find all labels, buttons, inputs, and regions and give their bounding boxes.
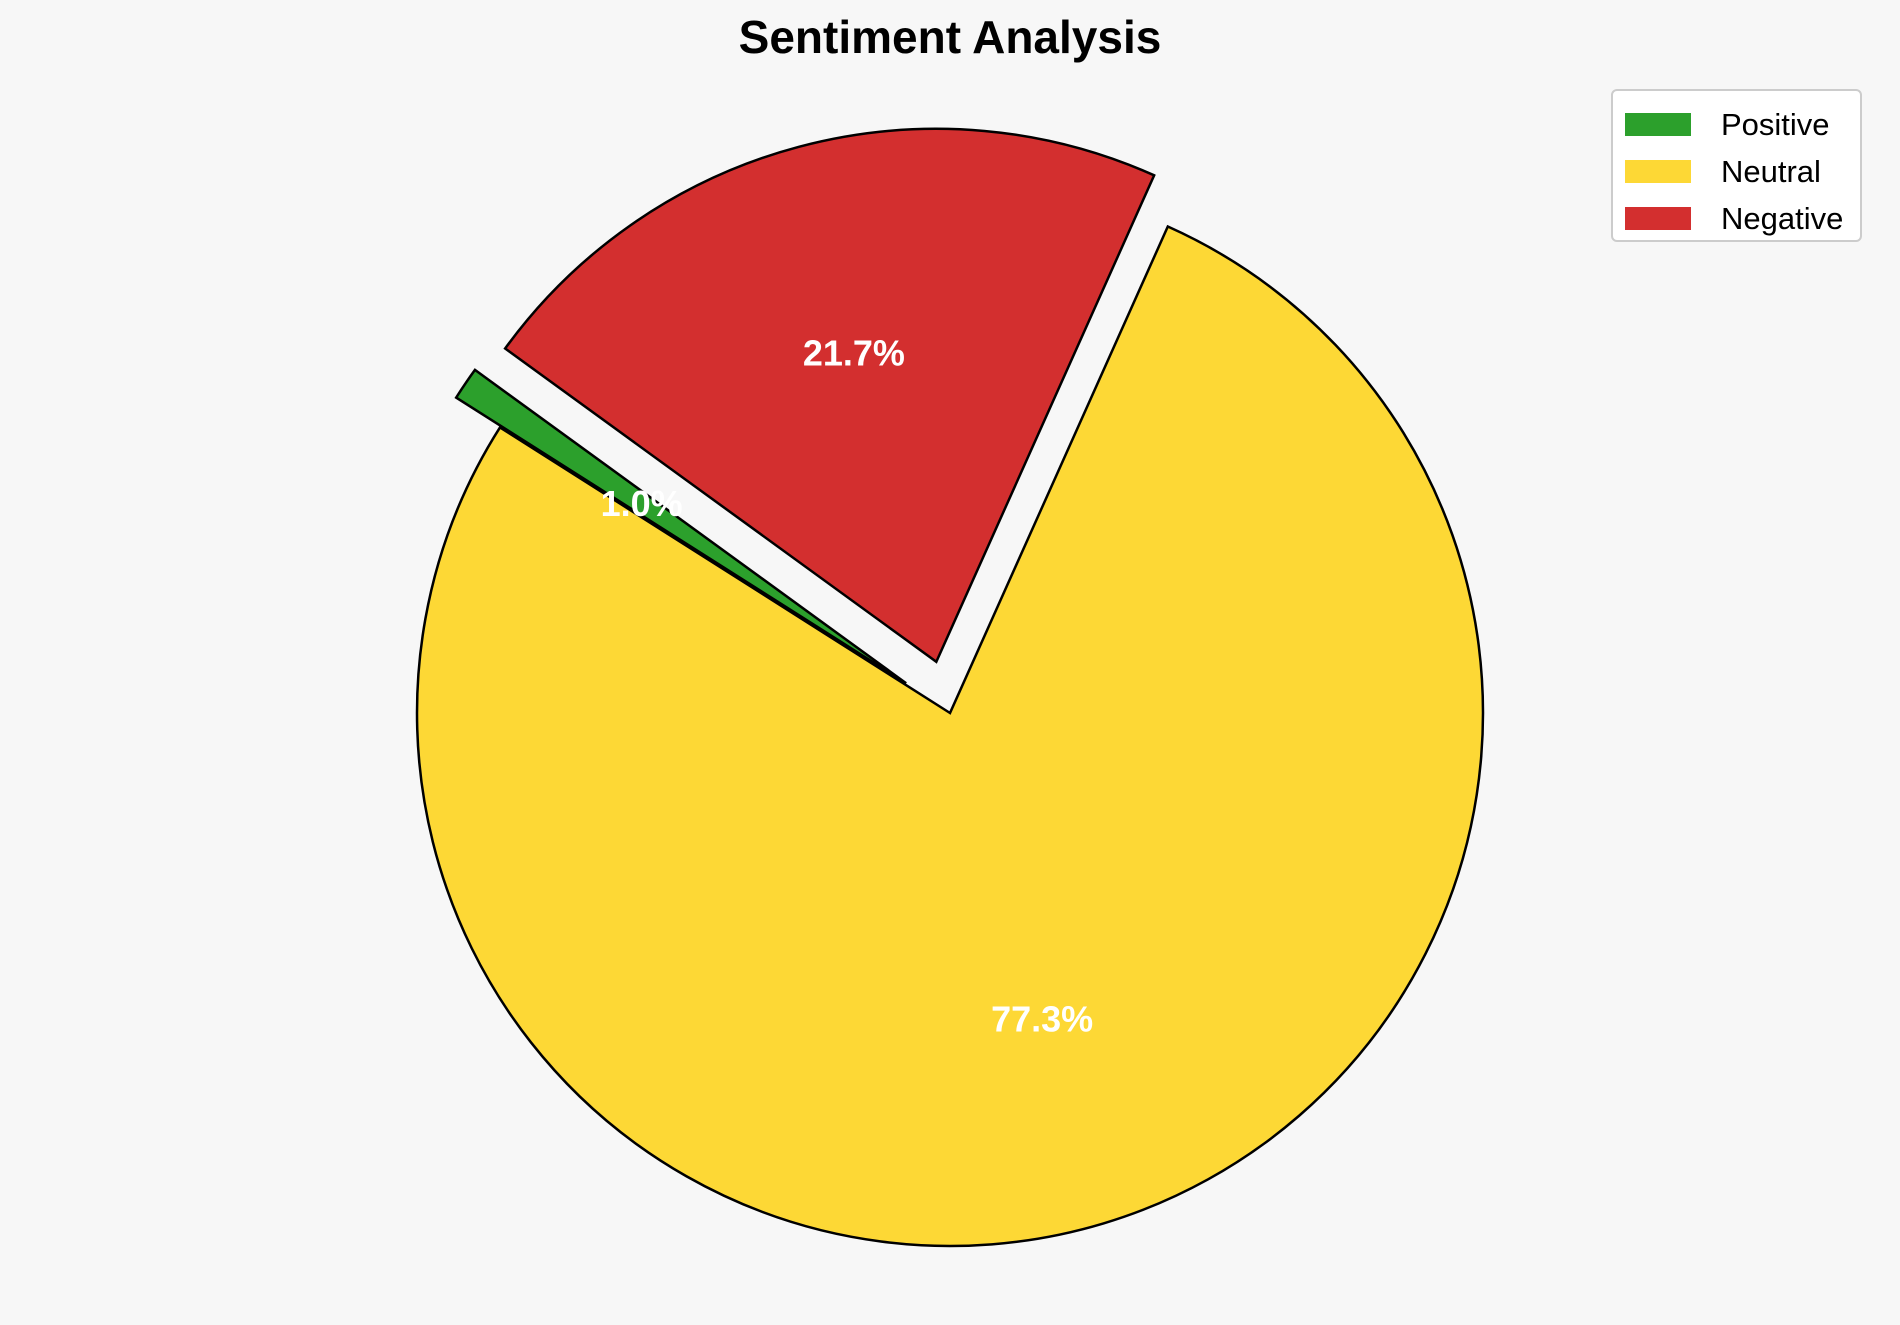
legend-item-positive: Positive — [1625, 101, 1848, 148]
legend-label: Positive — [1721, 106, 1830, 142]
legend-label: Neutral — [1721, 153, 1821, 189]
pie-slice-positive — [454, 368, 907, 685]
slice-label-neutral: 77.3% — [991, 999, 1093, 1040]
legend-item-neutral: Neutral — [1625, 148, 1848, 195]
legend-swatch — [1625, 160, 1691, 183]
legend: Positive Neutral Negative — [1611, 89, 1862, 242]
slice-label-positive: 1.0% — [601, 483, 683, 524]
legend-swatch — [1625, 207, 1691, 230]
legend-item-negative: Negative — [1625, 195, 1848, 242]
legend-label: Negative — [1721, 200, 1844, 236]
pie-slice-negative — [503, 127, 1156, 664]
legend-swatch — [1625, 113, 1691, 136]
pie-slice-neutral — [415, 224, 1485, 1248]
slice-label-negative: 21.7% — [803, 332, 905, 373]
chart-title: Sentiment Analysis — [738, 11, 1162, 63]
